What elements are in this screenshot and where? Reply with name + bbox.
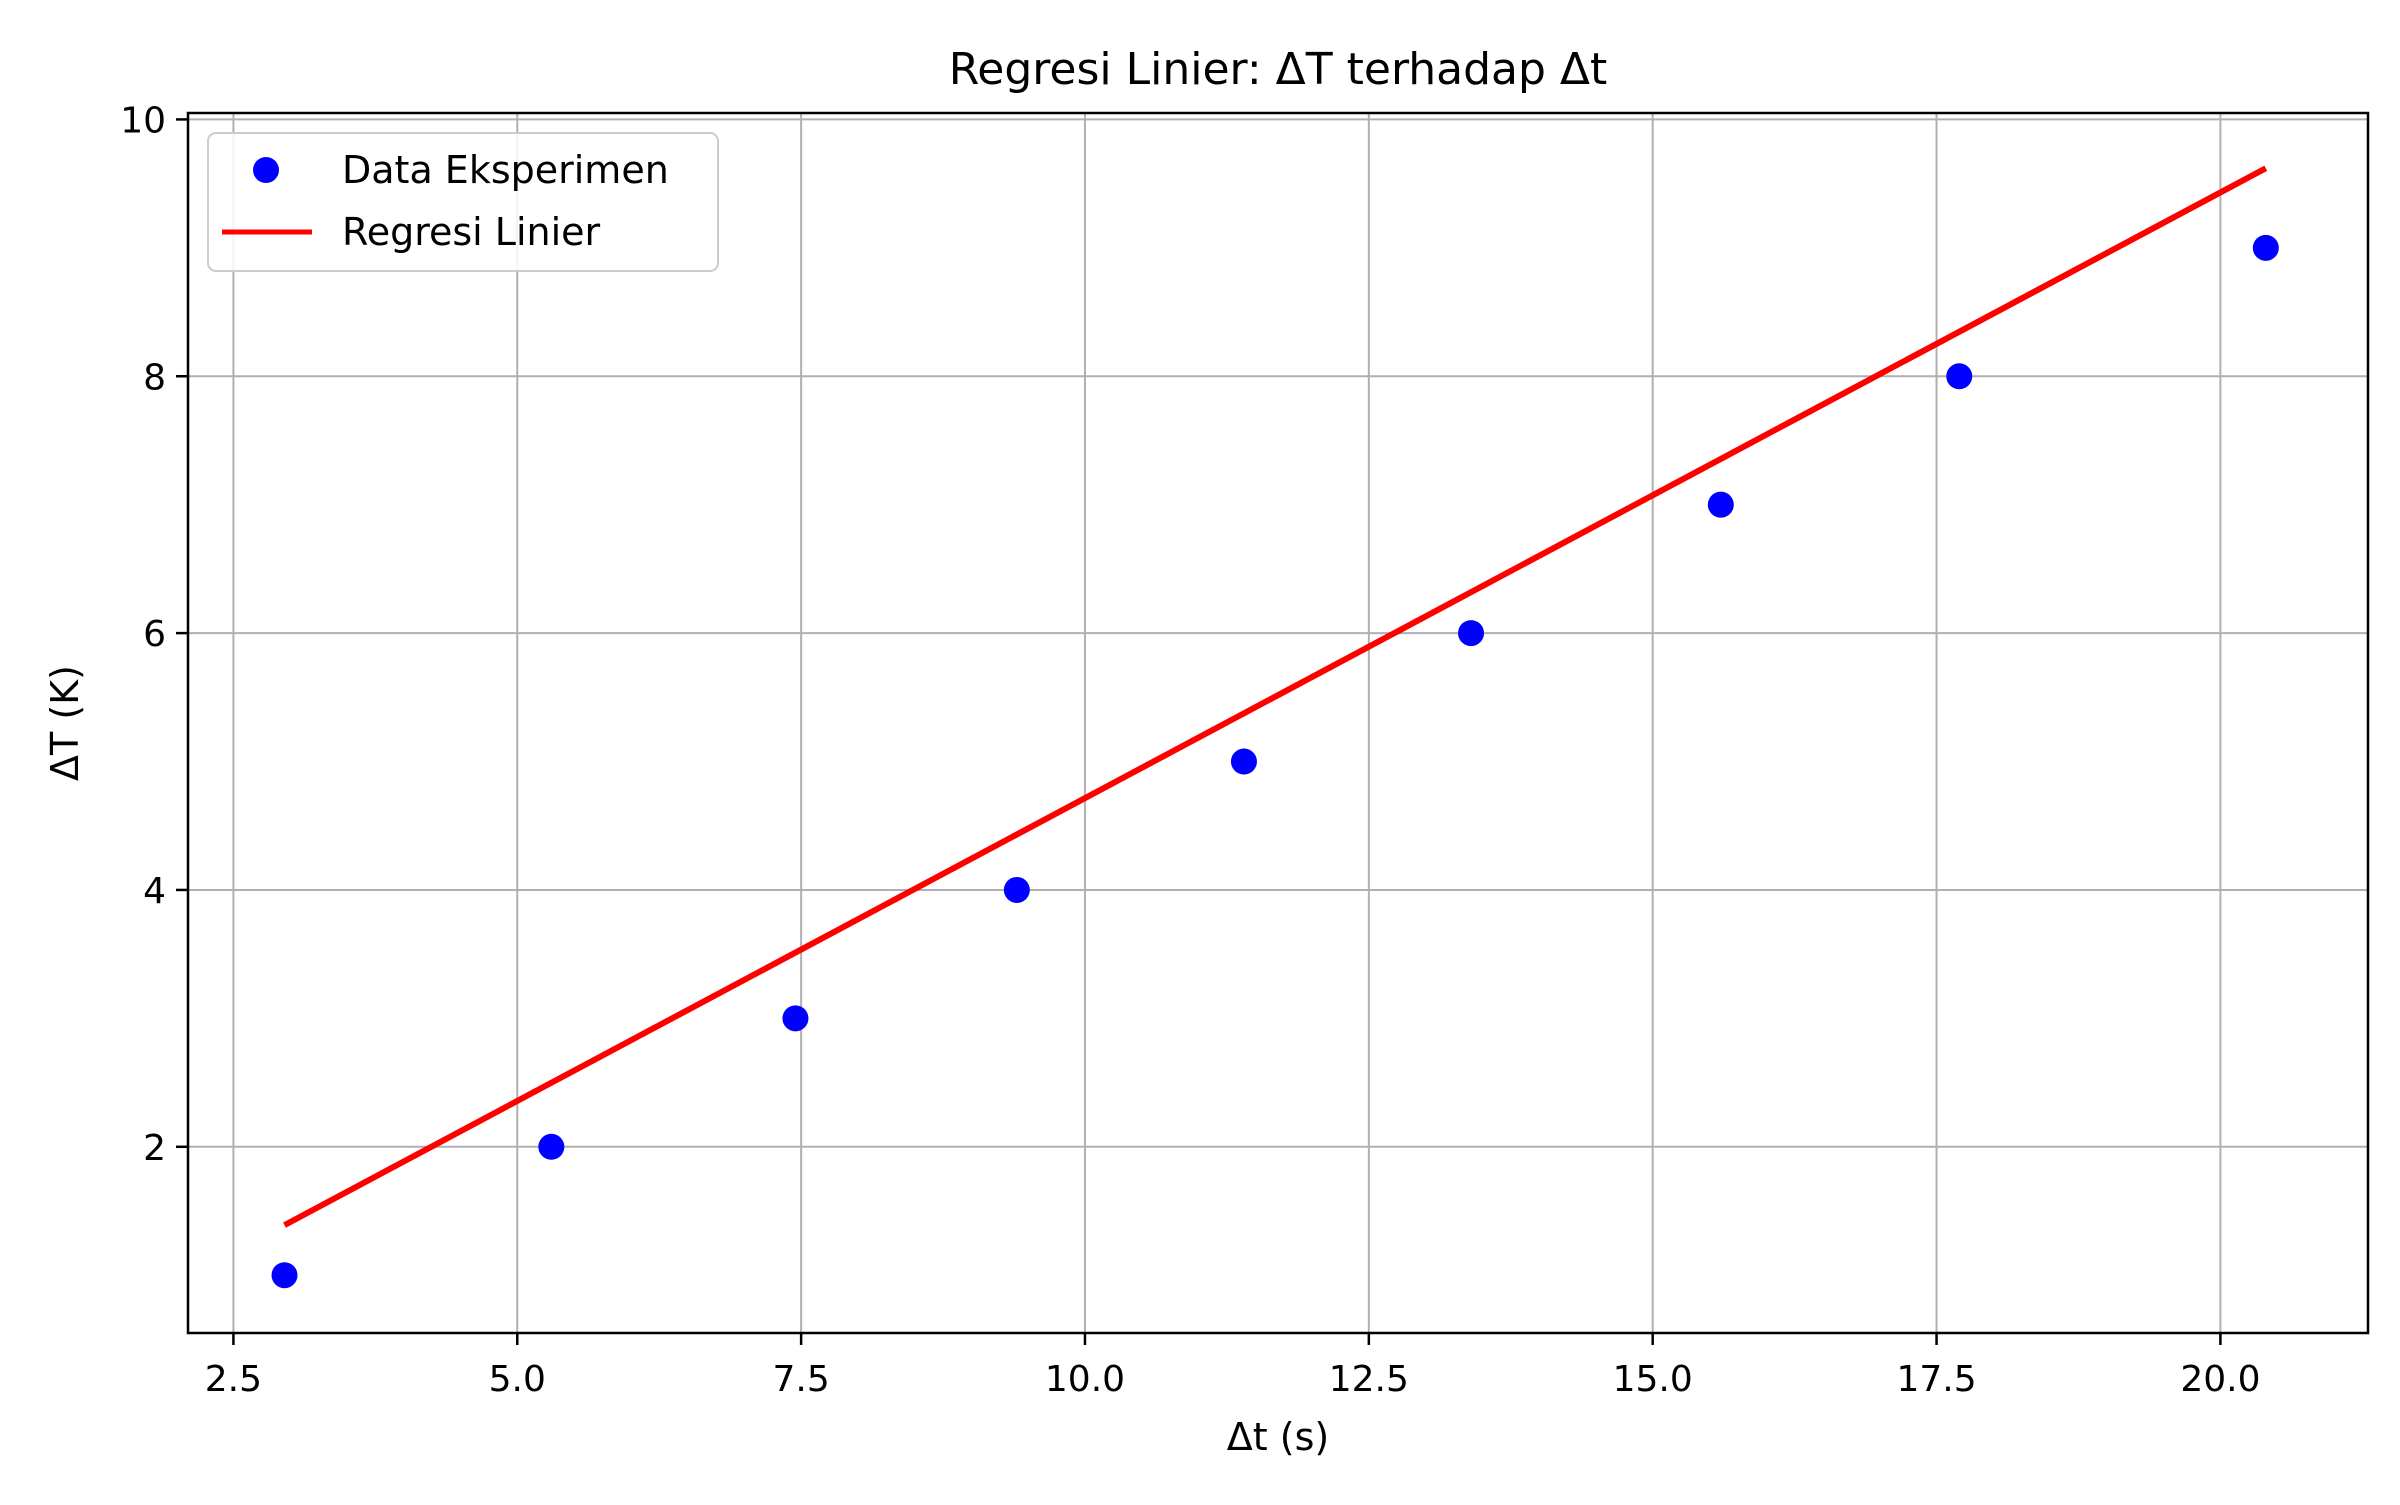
x-tick-label: 15.0	[1613, 1359, 1693, 1400]
data-point	[1946, 363, 1973, 390]
x-tick-label: 5.0	[489, 1359, 546, 1400]
x-tick-label: 7.5	[772, 1359, 829, 1400]
y-tick-label: 10	[120, 100, 166, 141]
data-point	[2252, 234, 2279, 261]
legend-box	[207, 132, 719, 272]
x-tick-label: 10.0	[1045, 1359, 1125, 1400]
x-tick-label: 20.0	[2180, 1359, 2260, 1400]
y-axis-label: ΔT (K)	[43, 665, 87, 781]
y-tick-label: 4	[143, 871, 166, 912]
y-tick-label: 8	[143, 357, 166, 398]
legend: Data Eksperimen Regresi Linier	[207, 132, 719, 272]
data-point	[271, 1262, 298, 1289]
y-tick-label: 6	[143, 614, 166, 655]
data-point	[538, 1133, 565, 1160]
data-point	[1458, 620, 1485, 647]
x-axis-label: Δt (s)	[1227, 1415, 1329, 1459]
legend-label-scatter: Data Eksperimen	[342, 148, 669, 192]
axis-ticks: 2.5 5.0 7.5 10.0 12.5 15.0 17.5 20.0 2 4 6 8 10	[120, 100, 2260, 1400]
data-point	[1707, 491, 1734, 518]
plot-area	[271, 165, 2279, 1289]
regression-line	[283, 165, 2268, 1228]
data-point	[1230, 748, 1257, 775]
x-tick-label: 12.5	[1329, 1359, 1409, 1400]
data-point	[782, 1005, 809, 1032]
x-tick-label: 17.5	[1896, 1359, 1976, 1400]
legend-marker-scatter	[253, 157, 279, 183]
y-tick-label: 2	[143, 1128, 166, 1169]
data-point	[1003, 876, 1030, 903]
legend-label-line: Regresi Linier	[342, 210, 601, 254]
chart-title: Regresi Linier: ΔT terhadap Δt	[949, 44, 1608, 95]
x-tick-label: 2.5	[205, 1359, 262, 1400]
plot-frame	[186, 111, 2370, 1335]
